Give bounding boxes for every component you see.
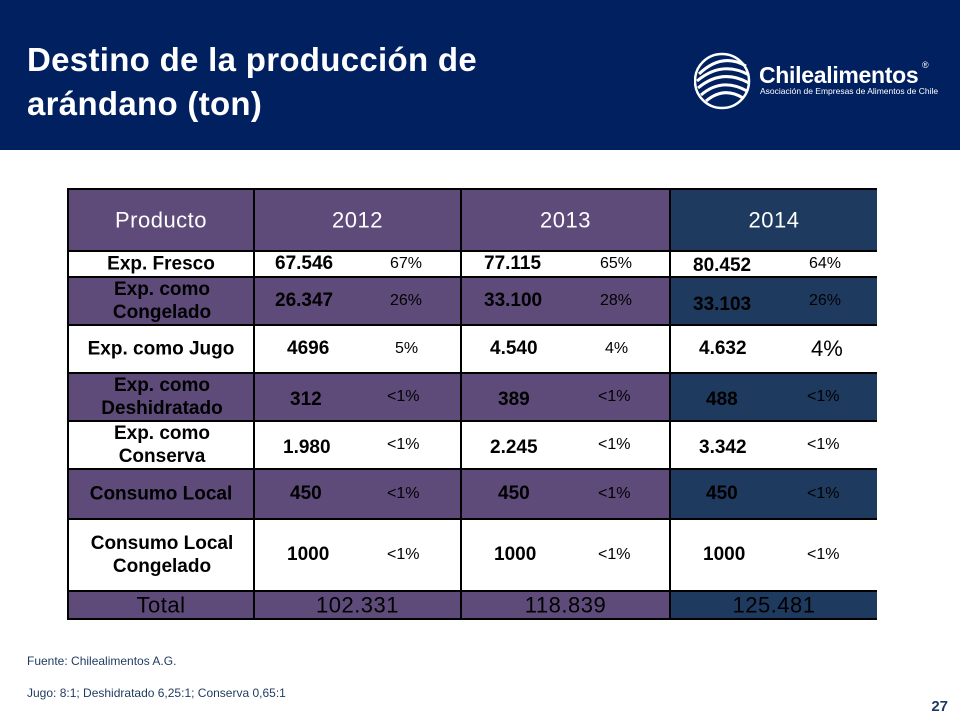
value-2013: 450 (498, 483, 530, 504)
table-row: Consumo Local Congelado 1000 <1% 1000 <1% … (67, 518, 877, 590)
table-header-row: Producto 2012 2013 2014 (67, 188, 877, 250)
value-2012: 26.347 (275, 290, 334, 311)
header-2012: 2012 (332, 207, 383, 233)
table-row: Exp. como Deshidratado 312 <1% 389 <1% 488… (67, 372, 877, 420)
pct-2013: <1% (598, 436, 631, 453)
row-label: Exp. como Conserva (113, 423, 211, 467)
pct-2013: <1% (598, 388, 631, 405)
value-2013: 1000 (494, 544, 537, 565)
slide-header: Destino de la producción de arándano (to… (0, 0, 960, 150)
total-2012: 102.331 (315, 592, 400, 618)
value-2014: 3.342 (699, 436, 747, 458)
source-footnote: Fuente: Chilealimentos A.G. (27, 654, 177, 668)
pct-2012: 67% (390, 255, 423, 272)
pct-2014: <1% (807, 485, 840, 502)
value-2014: 33.103 (693, 293, 752, 315)
page-number: 27 (931, 698, 948, 715)
pct-2012: <1% (387, 485, 420, 502)
pct-2014: 26% (809, 292, 842, 309)
value-2014: 1000 (703, 544, 746, 565)
pct-2013: <1% (598, 546, 631, 563)
total-2014: 125.481 (732, 592, 816, 618)
row-label: Exp. como Congelado (112, 279, 212, 323)
value-2012: 1000 (287, 544, 330, 565)
value-2013: 2.245 (490, 436, 538, 458)
value-2012: 1.980 (283, 436, 331, 458)
header-cell-2013: 2013 (460, 188, 669, 250)
logo-globe-icon (694, 52, 751, 110)
value-2013: 33.100 (484, 290, 543, 311)
value-2014: 80.452 (693, 255, 752, 277)
pct-2012: 5% (395, 340, 419, 357)
pct-2014: <1% (807, 436, 840, 453)
logo-tagline: Asociación de Empresas de Alimentos de C… (760, 86, 939, 96)
header-cell-2014: 2014 (669, 188, 877, 250)
pct-2012: <1% (387, 546, 420, 563)
row-label: Exp. Fresco (107, 253, 215, 275)
row-label: Exp. como Deshidratado (101, 375, 223, 419)
table-row: Consumo Local 450 <1% 450 <1% 450 <1% (67, 468, 877, 518)
table-row: Exp. como Conserva 1.980 <1% 2.245 <1% 3.3… (67, 420, 877, 468)
value-2013: 77.115 (484, 253, 542, 274)
value-2013: 4.540 (490, 338, 538, 359)
pct-2013: 65% (600, 255, 633, 272)
table-row: Exp. como Congelado 26.347 26% 33.100 28% … (67, 276, 877, 324)
pct-2012: <1% (387, 388, 420, 405)
total-2013: 118.839 (524, 592, 607, 618)
logo-name: Chilealimentos (759, 62, 919, 88)
value-2012: 67.546 (275, 253, 334, 274)
pct-2013: <1% (598, 485, 631, 502)
table-total-row: Total 102.331 118.839 125.481 (67, 590, 877, 620)
header-producto: Producto (114, 207, 208, 233)
total-label: Total (136, 592, 186, 618)
slide-title: Destino de la producción de arándano (to… (27, 41, 477, 122)
value-2012: 312 (290, 388, 322, 410)
header-2014: 2014 (748, 207, 800, 233)
production-table: Producto 2012 2013 2014 Exp. Fresco 67.5… (67, 188, 877, 620)
pct-2013: 4% (605, 340, 629, 357)
table-row: Exp. como Jugo 4696 5% 4.540 4% 4.632 4% (67, 324, 877, 372)
row-label: Consumo Local (89, 483, 233, 505)
header-2013: 2013 (540, 207, 591, 233)
chilealimentos-logo: Chilealimentos ® Asociación de Empresas … (694, 50, 944, 112)
value-2014: 450 (706, 483, 738, 504)
header-cell-producto: Producto (67, 188, 253, 250)
value-2012: 450 (290, 483, 322, 504)
ratios-footnote: Jugo: 8:1; Deshidratado 6,25:1; Conserva… (27, 686, 286, 700)
table-row: Exp. Fresco 67.546 67% 77.115 65% 80.452 64… (67, 250, 877, 276)
header-cell-2012: 2012 (253, 188, 460, 250)
value-2014: 4.632 (699, 338, 747, 359)
pct-2012: 26% (390, 292, 423, 309)
logo-registered-mark: ® (922, 60, 929, 70)
value-2012: 4696 (287, 338, 330, 359)
pct-2012: <1% (387, 436, 420, 453)
pct-2014: 4% (811, 336, 843, 361)
row-label: Consumo Local Congelado (90, 533, 234, 577)
pct-2014: 64% (809, 255, 842, 272)
value-2014: 488 (706, 388, 738, 410)
value-2013: 389 (498, 388, 530, 410)
pct-2014: <1% (807, 546, 840, 563)
pct-2013: 28% (600, 292, 633, 309)
pct-2014: <1% (807, 388, 840, 405)
row-label: Exp. como Jugo (87, 338, 235, 360)
